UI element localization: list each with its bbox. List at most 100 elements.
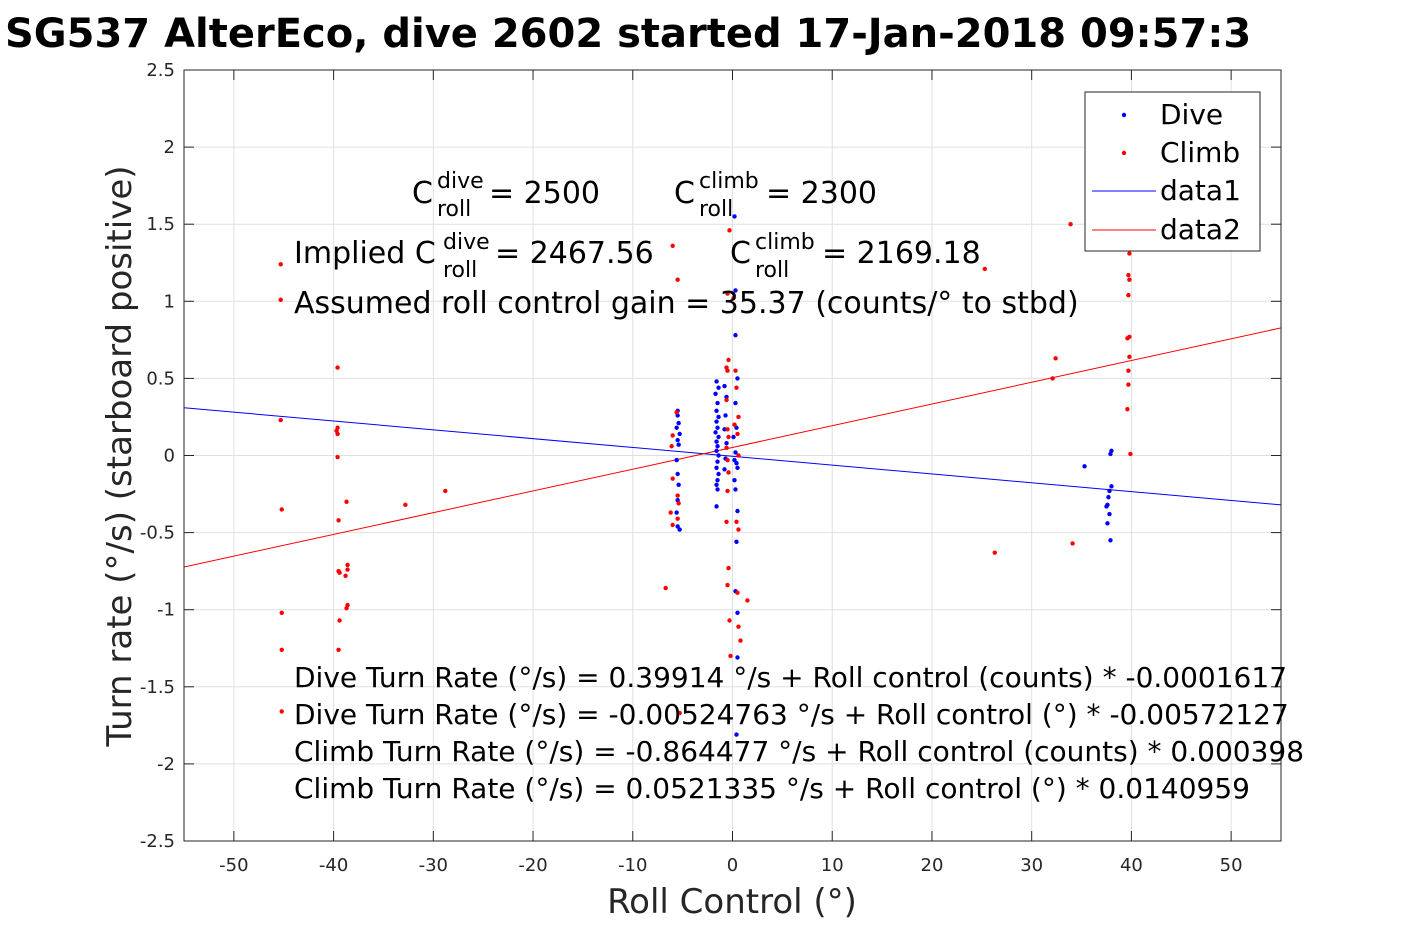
- legend-box: [1084, 91, 1261, 252]
- legend-climb-marker: [1121, 150, 1127, 156]
- dive-point: [1107, 511, 1112, 517]
- y-axis-label: Turn rate (°/s) (starboard positive): [100, 165, 140, 747]
- legend-climb-label: Climb: [1160, 136, 1240, 169]
- dive-point: [714, 379, 719, 384]
- climb-point: [670, 433, 675, 438]
- climb-point: [676, 501, 681, 506]
- climb-point: [279, 507, 284, 512]
- dive-point: [715, 444, 720, 449]
- dive-point: [715, 487, 720, 492]
- climb-point: [725, 291, 730, 296]
- climb-point: [337, 570, 342, 575]
- climb-point: [736, 624, 741, 629]
- dive-point: [735, 610, 740, 615]
- climb-point: [731, 296, 736, 301]
- dive-point: [676, 442, 681, 447]
- fit-equation: Dive Turn Rate (°/s) = 0.39914 °/s + Rol…: [294, 661, 1287, 694]
- legend-dive-label: Dive: [1160, 98, 1223, 131]
- climb-point: [726, 565, 731, 571]
- climb-point: [1126, 292, 1131, 298]
- dive-point: [733, 450, 738, 455]
- dive-point: [1109, 484, 1114, 489]
- fit-lines: [184, 327, 1281, 568]
- y-tick-label: 2: [164, 137, 175, 158]
- climb-point: [336, 518, 341, 523]
- dive-point: [716, 414, 721, 420]
- fit-equations: Dive Turn Rate (°/s) = 0.39914 °/s + Rol…: [294, 661, 1304, 805]
- y-tick-label: 1.5: [146, 214, 175, 235]
- c-roll-dive-annotation: C dive roll = 2500: [412, 161, 600, 224]
- fit-equation: Climb Turn Rate (°/s) = -0.864477 °/s + …: [294, 735, 1304, 768]
- legend-data2-label: data2: [1160, 213, 1241, 246]
- dive-point: [733, 288, 738, 293]
- climb-point: [278, 262, 283, 267]
- dive-point: [716, 385, 721, 390]
- dive-point: [734, 539, 739, 545]
- dive-point: [714, 504, 719, 509]
- x-tick-label: 0: [727, 855, 738, 876]
- climb-point: [670, 476, 675, 481]
- dive-point: [733, 400, 738, 406]
- x-tick-label: 10: [821, 855, 844, 876]
- climb-point: [335, 454, 340, 460]
- climb-point: [982, 266, 988, 272]
- climb-point: [725, 427, 730, 432]
- implied-climb-sub: roll: [755, 258, 789, 283]
- climb-point: [736, 527, 741, 532]
- implied-climb-annotation: C climb roll = 2169.18: [730, 222, 981, 285]
- implied-dive-prefix: Implied C: [294, 236, 436, 271]
- dive-point: [674, 510, 679, 515]
- climb-point: [1126, 272, 1131, 278]
- dive-point: [674, 457, 679, 463]
- climb-point: [1125, 407, 1130, 412]
- climb-point: [1068, 222, 1073, 227]
- x-tick-label: 30: [1020, 855, 1043, 876]
- dive-point: [1109, 448, 1114, 454]
- x-tick-label: 20: [921, 855, 944, 876]
- x-tick-label: -20: [518, 855, 547, 876]
- dive-point: [732, 477, 737, 483]
- climb-point: [1050, 376, 1055, 381]
- climb-point: [727, 618, 732, 623]
- dive-point: [716, 434, 721, 440]
- implied-dive-value: = 2467.56: [495, 236, 654, 271]
- c-roll-climb-annotation: C climb roll = 2300: [674, 161, 877, 224]
- dive-point: [714, 465, 719, 471]
- x-tick-label: 50: [1220, 855, 1243, 876]
- x-tick-label: -40: [319, 855, 348, 876]
- legend-dive-marker: [1121, 112, 1127, 118]
- c-roll-climb-sup: climb: [699, 169, 759, 194]
- dive-point: [713, 430, 718, 435]
- dive-point: [733, 487, 738, 492]
- climb-point: [725, 488, 730, 494]
- climb-point: [1128, 451, 1133, 457]
- climb-point: [1127, 354, 1132, 360]
- dive-point: [674, 425, 679, 430]
- dive-point: [734, 732, 739, 737]
- dive-point: [735, 508, 740, 514]
- c-roll-climb-value: = 2300: [766, 176, 877, 211]
- climb-point: [725, 582, 730, 588]
- c-roll-dive-sup: dive: [437, 169, 484, 194]
- dive-point: [1082, 464, 1087, 469]
- dive-point: [713, 391, 718, 397]
- data2-line: [184, 327, 1281, 568]
- dive-point: [722, 467, 727, 472]
- dive-point: [677, 431, 682, 437]
- dive-point: [716, 453, 721, 458]
- data-points: [278, 214, 1133, 737]
- dive-point: [723, 413, 728, 418]
- climb-point: [674, 410, 679, 415]
- dive-point: [1107, 488, 1112, 494]
- climb-point: [403, 502, 408, 508]
- dive-point: [735, 376, 740, 381]
- y-tick-label: 0: [164, 446, 175, 467]
- c-roll-dive-value: = 2500: [489, 176, 600, 211]
- climb-point: [726, 470, 731, 475]
- x-tick-label: 40: [1120, 855, 1143, 876]
- dive-point: [1105, 521, 1110, 526]
- dive-point: [1105, 502, 1110, 508]
- climb-point: [669, 444, 674, 449]
- y-tick-label: -1: [157, 600, 175, 621]
